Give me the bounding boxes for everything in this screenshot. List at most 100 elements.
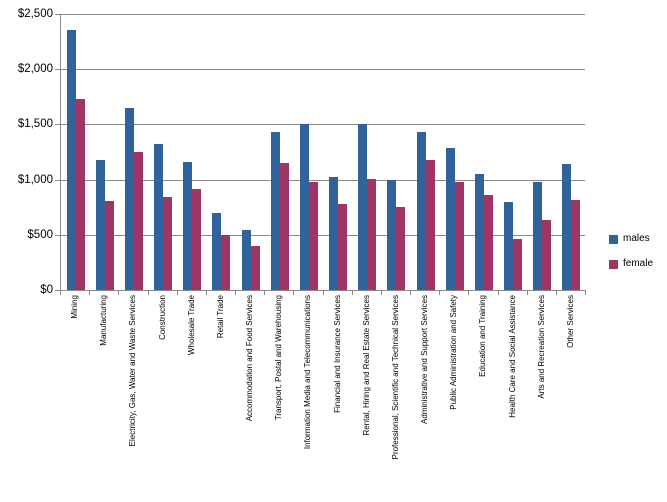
bar-males — [183, 161, 193, 290]
bar-female — [104, 201, 114, 290]
x-axis-tick — [205, 291, 207, 295]
bar-males — [66, 29, 76, 290]
x-axis-tick — [147, 291, 149, 295]
y-axis-tick — [55, 234, 60, 236]
x-axis-category-label: Other Services — [565, 295, 575, 348]
bar-group — [353, 124, 382, 290]
y-axis-tick-label: $2,000 — [17, 63, 53, 76]
gridline — [61, 179, 585, 181]
gridline — [61, 14, 585, 15]
x-axis-category-label: Rental, Hiring and Real Estate Services — [361, 295, 371, 436]
bar-female — [367, 178, 377, 290]
y-axis-tick-label: $1,500 — [17, 118, 53, 131]
legend-item-males[interactable]: males — [609, 234, 650, 244]
bar-males — [474, 173, 484, 290]
bar-males — [358, 124, 368, 290]
x-axis-tick — [322, 291, 324, 295]
x-axis-tick — [526, 291, 528, 295]
legend-item-female[interactable]: female — [609, 259, 653, 269]
gridline — [61, 69, 585, 71]
gridline — [61, 234, 585, 236]
x-axis-category-label: Accommodation and Food Services — [245, 295, 254, 422]
bar-group — [119, 107, 148, 290]
x-axis-tick — [118, 291, 120, 295]
bar-female — [396, 206, 406, 290]
bar-group — [440, 148, 469, 290]
x-axis-category-label: Arts and Recreation Services — [536, 295, 546, 399]
x-axis-tick — [351, 291, 353, 295]
bar-group — [265, 131, 294, 290]
x-axis-tick — [497, 291, 499, 295]
y-axis-line — [60, 14, 61, 291]
x-axis-category-label: Health Care and Social Assistance — [507, 295, 517, 418]
x-axis-tick — [176, 291, 178, 295]
x-axis-category-label: Administrative and Support Services — [420, 295, 429, 424]
bar-group — [178, 161, 207, 290]
bar-group — [324, 177, 353, 290]
bar-group — [528, 182, 557, 290]
x-axis-category-label: Mining — [70, 295, 79, 319]
bar-female — [192, 189, 202, 290]
x-axis-category-label: Education and Training — [478, 295, 488, 377]
x-axis-category-label: Transport, Postal and Warehousing — [274, 295, 284, 421]
bar-group — [557, 163, 586, 290]
bar-males — [95, 160, 105, 290]
bar-female — [483, 195, 493, 290]
x-axis-category-label: Manufacturing — [99, 295, 109, 346]
bar-female — [513, 238, 523, 290]
bar-males — [124, 107, 134, 290]
bar-group — [90, 160, 119, 290]
x-axis-tick — [555, 291, 557, 295]
y-axis-tick-label: $1,000 — [17, 173, 53, 186]
x-axis-tick — [585, 291, 586, 295]
x-axis-category-label: Electricity, Gas, Water and Waste Servic… — [128, 295, 138, 447]
x-axis-tick — [293, 291, 295, 295]
x-axis-tick — [60, 291, 61, 295]
bar-group — [149, 143, 178, 290]
x-axis-category-label: Construction — [157, 295, 167, 340]
bar-female — [454, 182, 464, 290]
x-axis-tick — [380, 291, 382, 295]
bar-males — [212, 212, 222, 290]
bar-males — [562, 163, 572, 290]
legend-swatch-males-icon — [609, 234, 618, 244]
y-axis-tick — [55, 124, 60, 126]
bar-female — [163, 196, 173, 290]
legend-label-males: males — [623, 233, 650, 244]
y-axis-tick — [55, 69, 60, 71]
bar-female — [279, 163, 289, 290]
y-axis-tick — [55, 179, 60, 181]
bar-group — [382, 179, 411, 290]
bar-males — [154, 143, 164, 290]
bar-males — [445, 148, 455, 290]
bar-males — [504, 201, 514, 290]
bar-female — [571, 200, 581, 290]
bar-female — [133, 152, 143, 290]
x-axis-category-label: Professional, Scientific and Technical S… — [390, 295, 400, 460]
x-axis-tick — [89, 291, 91, 295]
y-axis-tick — [55, 14, 60, 15]
y-axis-tick-label: $0 — [40, 284, 53, 296]
gridline — [61, 124, 585, 126]
bar-group — [236, 229, 265, 290]
bar-female — [75, 99, 85, 290]
legend-swatch-female-icon — [609, 259, 618, 269]
bar-males — [387, 179, 397, 290]
bar-female — [425, 160, 435, 290]
plot-area — [61, 14, 585, 290]
bar-female — [542, 220, 552, 290]
bar-males — [299, 124, 309, 290]
x-axis-category-label: Public Administration and Safety — [449, 295, 459, 410]
bar-group — [469, 173, 498, 290]
x-axis-tick — [235, 291, 236, 295]
bar-female — [250, 246, 260, 290]
bar-female — [338, 203, 348, 290]
bar-males — [270, 131, 280, 290]
bar-group — [61, 29, 90, 290]
bar-males — [329, 177, 339, 290]
bar-group — [207, 212, 236, 290]
y-axis-tick — [55, 290, 60, 291]
x-axis-category-label: Information Media and Telecommunications — [303, 295, 313, 450]
y-axis-tick-label: $500 — [27, 228, 53, 241]
